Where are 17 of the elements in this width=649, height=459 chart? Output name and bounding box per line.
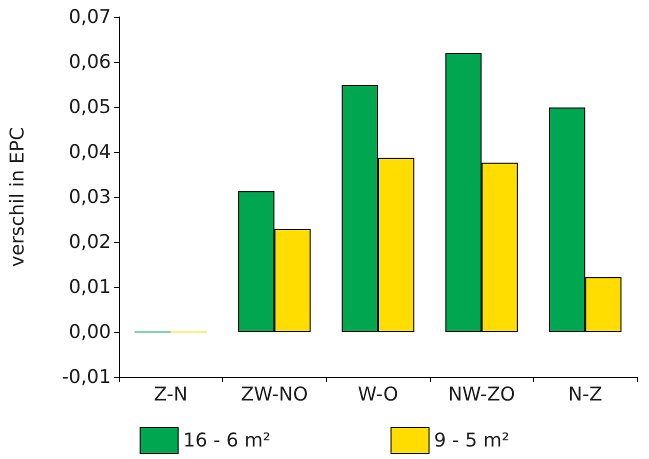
x-tick-label: ZW-NO <box>240 384 308 406</box>
y-tick-label: -0,01 <box>62 366 111 388</box>
x-tick-label: W-O <box>358 384 398 406</box>
y-tick-label: 0,00 <box>68 321 111 343</box>
y-tick-label: 0,04 <box>68 141 111 163</box>
y-axis-title: verschil in EPC <box>6 127 28 267</box>
y-tick-label: 0,07 <box>68 6 111 28</box>
y-tick-label: 0,05 <box>68 96 111 118</box>
y-tick-label: 0,01 <box>68 276 111 298</box>
legend-label: 9 - 5 m² <box>434 430 510 452</box>
y-tick-label: 0,02 <box>68 231 111 253</box>
legend-label: 16 - 6 m² <box>183 430 271 452</box>
x-tick-label: N-Z <box>568 384 602 406</box>
x-tick-label: NW-ZO <box>448 384 516 406</box>
y-tick-label: 0,03 <box>68 186 111 208</box>
x-tick-label: Z-N <box>154 384 188 406</box>
y-tick-label: 0,06 <box>68 51 111 73</box>
